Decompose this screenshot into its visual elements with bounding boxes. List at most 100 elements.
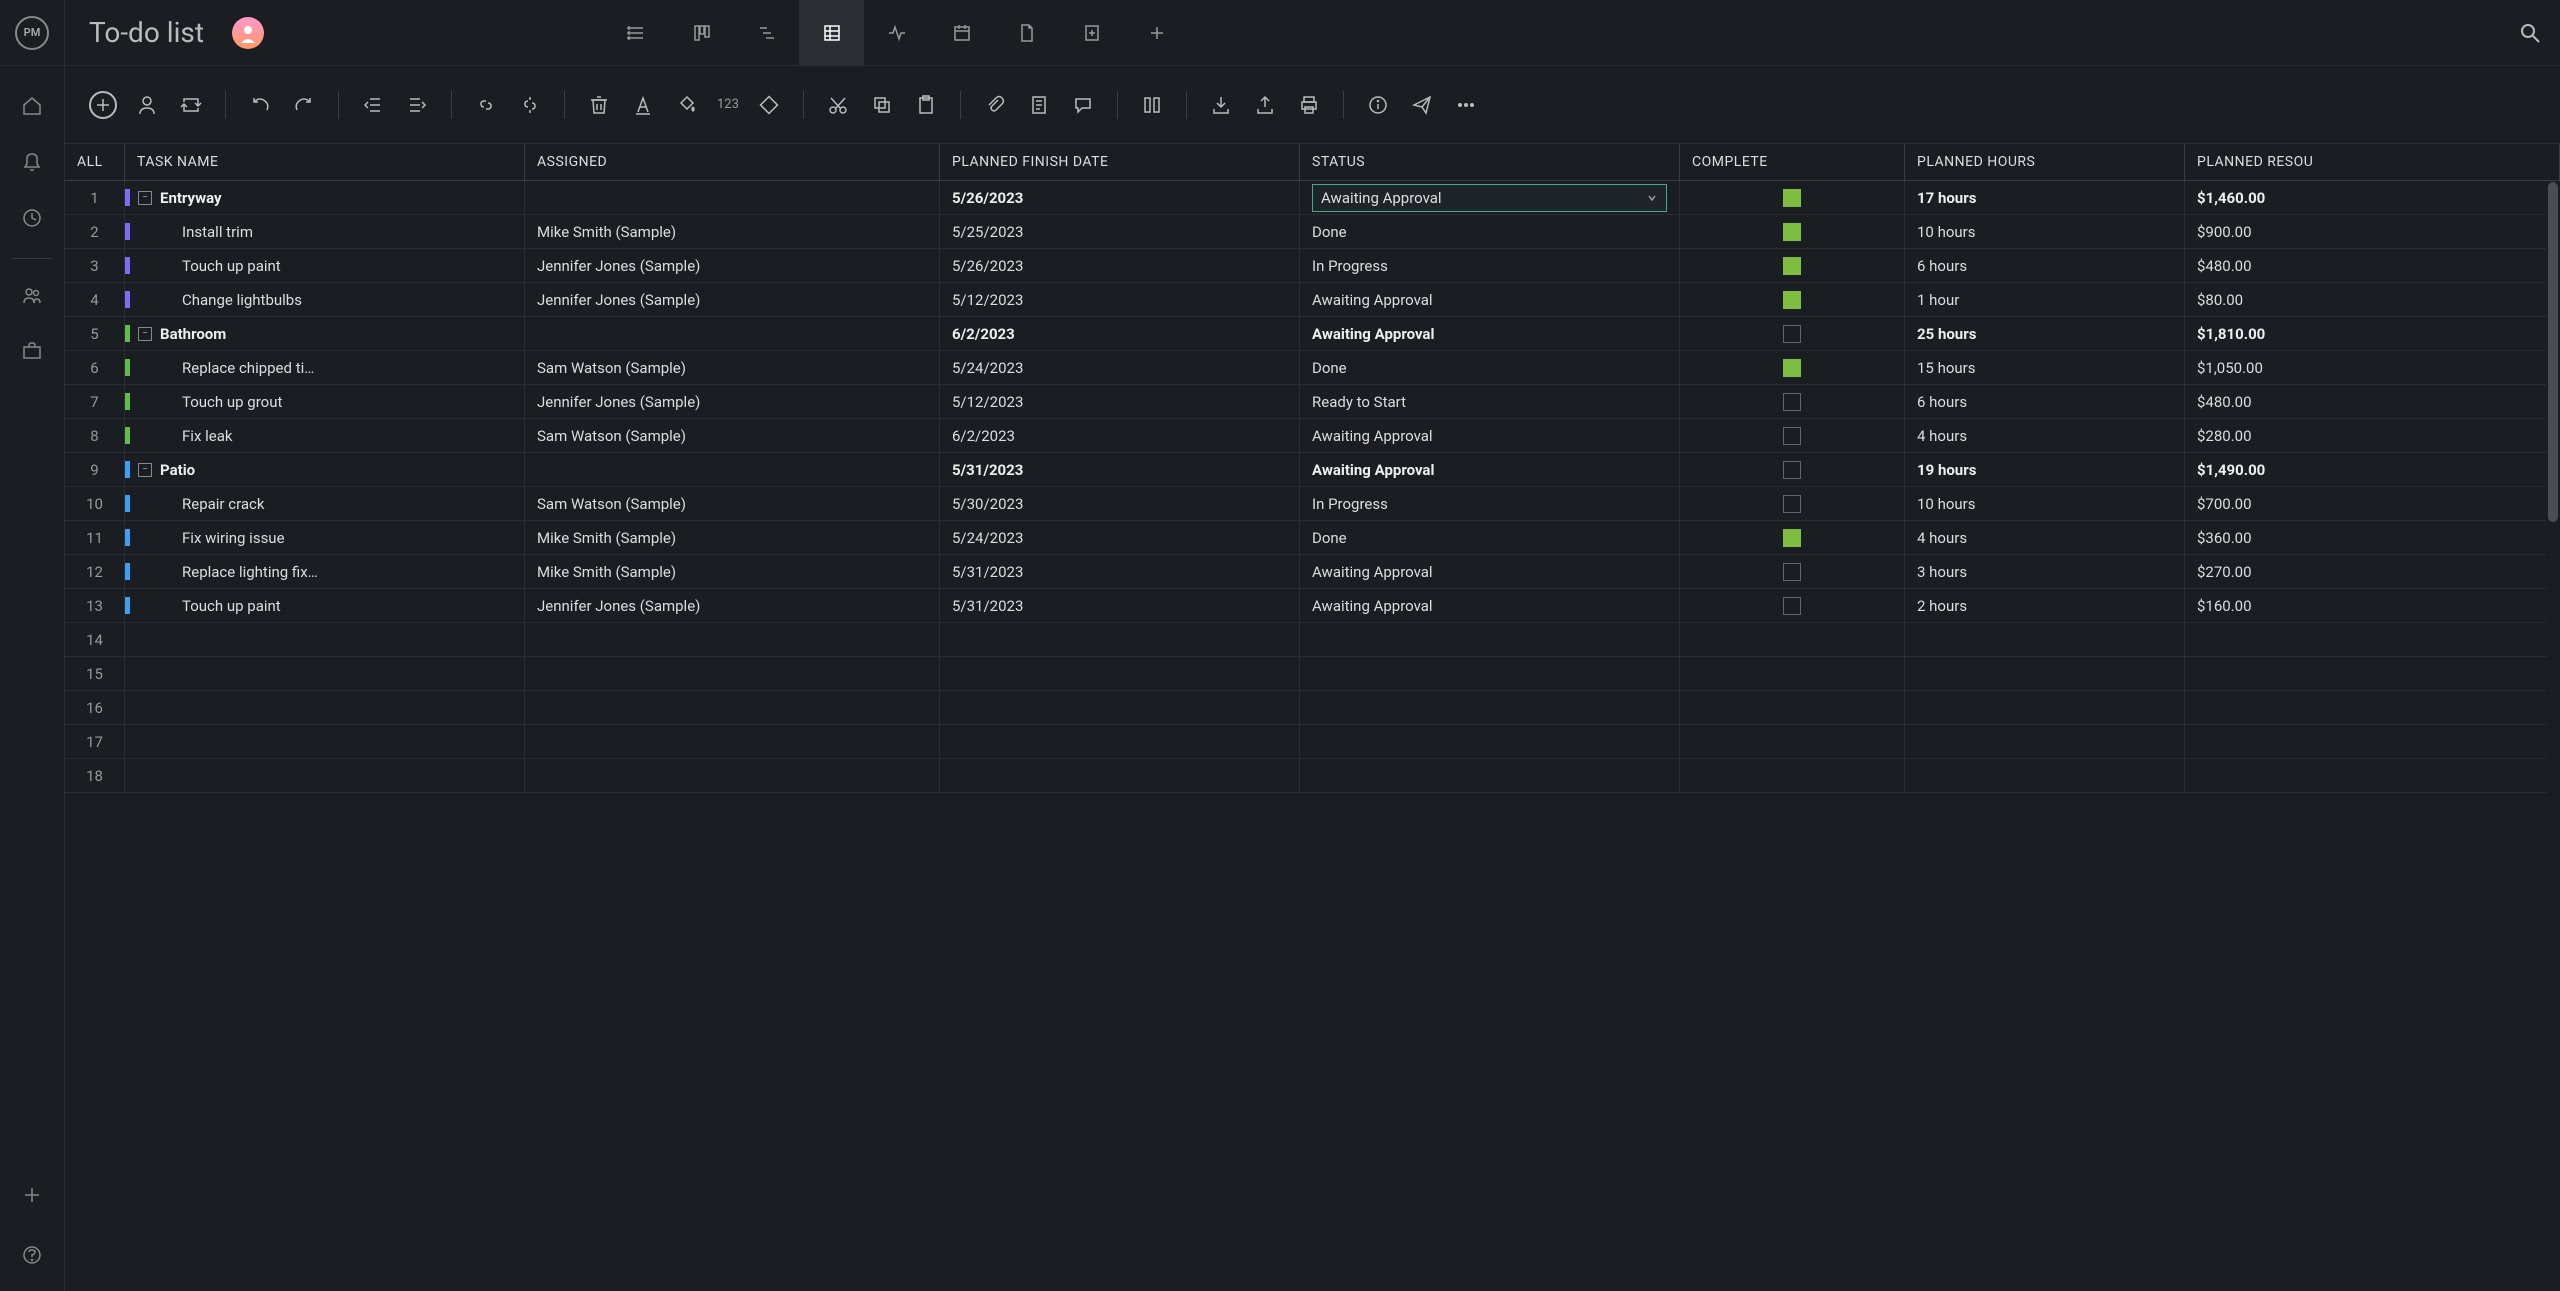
row-number[interactable]: 1: [65, 181, 125, 215]
empty-cell[interactable]: [125, 759, 525, 793]
empty-cell[interactable]: [1680, 759, 1905, 793]
date-cell[interactable]: 5/31/2023: [940, 555, 1300, 589]
status-cell[interactable]: Awaiting Approval: [1300, 453, 1680, 487]
tool-export[interactable]: [1247, 87, 1283, 123]
task-cell[interactable]: Replace lighting fix…: [125, 555, 525, 589]
assigned-cell[interactable]: Sam Watson (Sample): [525, 351, 940, 385]
assigned-cell[interactable]: Jennifer Jones (Sample): [525, 385, 940, 419]
complete-cell[interactable]: [1680, 487, 1905, 521]
hours-cell[interactable]: 1 hour: [1905, 283, 2185, 317]
scrollbar-thumb[interactable]: [2548, 182, 2558, 522]
status-cell[interactable]: Done: [1300, 521, 1680, 555]
empty-cell[interactable]: [1300, 725, 1680, 759]
date-cell[interactable]: 5/12/2023: [940, 385, 1300, 419]
hours-cell[interactable]: 6 hours: [1905, 249, 2185, 283]
column-header[interactable]: PLANNED RESOU: [2185, 144, 2560, 181]
row-number[interactable]: 15: [65, 657, 125, 691]
assigned-cell[interactable]: Mike Smith (Sample): [525, 215, 940, 249]
checkbox[interactable]: [1783, 325, 1801, 343]
view-tab-add[interactable]: [1124, 0, 1189, 66]
hours-cell[interactable]: 10 hours: [1905, 487, 2185, 521]
complete-cell[interactable]: [1680, 521, 1905, 555]
empty-cell[interactable]: [1300, 759, 1680, 793]
hours-cell[interactable]: 15 hours: [1905, 351, 2185, 385]
row-number[interactable]: 6: [65, 351, 125, 385]
date-cell[interactable]: 5/26/2023: [940, 249, 1300, 283]
tool-info[interactable]: [1360, 87, 1396, 123]
resource-cell[interactable]: $900.00: [2185, 215, 2560, 249]
empty-cell[interactable]: [525, 623, 940, 657]
complete-cell[interactable]: [1680, 249, 1905, 283]
column-header[interactable]: ALL: [65, 144, 125, 181]
view-tab-list[interactable]: [604, 0, 669, 66]
checkbox[interactable]: [1783, 597, 1801, 615]
empty-cell[interactable]: [1905, 657, 2185, 691]
tool-send[interactable]: [1404, 87, 1440, 123]
hours-cell[interactable]: 6 hours: [1905, 385, 2185, 419]
date-cell[interactable]: 5/26/2023: [940, 181, 1300, 215]
checkbox[interactable]: [1783, 291, 1801, 309]
empty-cell[interactable]: [525, 657, 940, 691]
tool-import[interactable]: [1203, 87, 1239, 123]
hours-cell[interactable]: 3 hours: [1905, 555, 2185, 589]
checkbox[interactable]: [1783, 189, 1801, 207]
hours-cell[interactable]: 4 hours: [1905, 419, 2185, 453]
empty-cell[interactable]: [125, 691, 525, 725]
empty-cell[interactable]: [940, 623, 1300, 657]
complete-cell[interactable]: [1680, 419, 1905, 453]
resource-cell[interactable]: $280.00: [2185, 419, 2560, 453]
resource-cell[interactable]: $1,460.00: [2185, 181, 2560, 215]
checkbox[interactable]: [1783, 257, 1801, 275]
row-number[interactable]: 16: [65, 691, 125, 725]
complete-cell[interactable]: [1680, 589, 1905, 623]
date-cell[interactable]: 5/30/2023: [940, 487, 1300, 521]
view-tab-file[interactable]: [994, 0, 1059, 66]
status-cell[interactable]: Awaiting Approval: [1300, 283, 1680, 317]
hours-cell[interactable]: 25 hours: [1905, 317, 2185, 351]
tool-columns[interactable]: [1134, 87, 1170, 123]
hours-cell[interactable]: 2 hours: [1905, 589, 2185, 623]
tool-cut[interactable]: [820, 87, 856, 123]
empty-cell[interactable]: [1680, 623, 1905, 657]
empty-cell[interactable]: [125, 623, 525, 657]
checkbox[interactable]: [1783, 393, 1801, 411]
empty-cell[interactable]: [1680, 725, 1905, 759]
status-cell[interactable]: In Progress: [1300, 249, 1680, 283]
checkbox[interactable]: [1783, 563, 1801, 581]
status-cell[interactable]: Awaiting Approval: [1300, 419, 1680, 453]
sidebar-help[interactable]: [12, 1235, 52, 1275]
column-header[interactable]: PLANNED HOURS: [1905, 144, 2185, 181]
assigned-cell[interactable]: Mike Smith (Sample): [525, 555, 940, 589]
collapse-icon[interactable]: −: [138, 191, 152, 205]
empty-cell[interactable]: [525, 759, 940, 793]
resource-cell[interactable]: $480.00: [2185, 249, 2560, 283]
column-header[interactable]: STATUS: [1300, 144, 1680, 181]
assigned-cell[interactable]: Sam Watson (Sample): [525, 419, 940, 453]
tool-indent[interactable]: [399, 87, 435, 123]
task-cell[interactable]: Install trim: [125, 215, 525, 249]
empty-cell[interactable]: [940, 759, 1300, 793]
row-number[interactable]: 9: [65, 453, 125, 487]
row-number[interactable]: 13: [65, 589, 125, 623]
tool-link[interactable]: [468, 87, 504, 123]
task-cell[interactable]: Repair crack: [125, 487, 525, 521]
tool-print[interactable]: [1291, 87, 1327, 123]
sidebar-home[interactable]: [12, 86, 52, 126]
sidebar-portfolio[interactable]: [12, 331, 52, 371]
complete-cell[interactable]: [1680, 385, 1905, 419]
view-tab-pulse[interactable]: [864, 0, 929, 66]
view-tab-gantt[interactable]: [734, 0, 799, 66]
empty-cell[interactable]: [940, 725, 1300, 759]
status-cell[interactable]: Awaiting Approval: [1300, 589, 1680, 623]
date-cell[interactable]: 5/24/2023: [940, 521, 1300, 555]
hours-cell[interactable]: 17 hours: [1905, 181, 2185, 215]
hours-cell[interactable]: 10 hours: [1905, 215, 2185, 249]
assigned-cell[interactable]: [525, 317, 940, 351]
task-cell[interactable]: Touch up paint: [125, 589, 525, 623]
task-cell[interactable]: Change lightbulbs: [125, 283, 525, 317]
empty-cell[interactable]: [2185, 759, 2560, 793]
empty-cell[interactable]: [1300, 657, 1680, 691]
resource-cell[interactable]: $480.00: [2185, 385, 2560, 419]
status-cell[interactable]: Done: [1300, 351, 1680, 385]
empty-cell[interactable]: [2185, 623, 2560, 657]
